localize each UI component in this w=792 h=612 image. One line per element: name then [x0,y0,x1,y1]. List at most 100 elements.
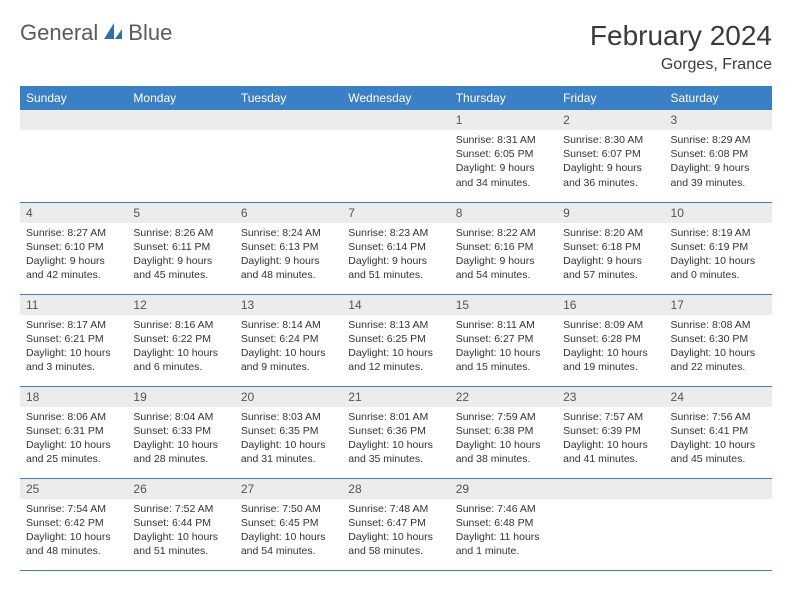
day-number: 24 [665,387,772,407]
day-cell-10: 10Sunrise: 8:19 AMSunset: 6:19 PMDayligh… [665,202,772,294]
day-cell-27: 27Sunrise: 7:50 AMSunset: 6:45 PMDayligh… [235,478,342,570]
calendar-row: 25Sunrise: 7:54 AMSunset: 6:42 PMDayligh… [20,478,772,570]
day-details: Sunrise: 7:54 AMSunset: 6:42 PMDaylight:… [20,499,127,563]
day-number: 1 [450,110,557,130]
brand-part1: General [20,20,98,46]
calendar-row: 11Sunrise: 8:17 AMSunset: 6:21 PMDayligh… [20,294,772,386]
day-number: 8 [450,203,557,223]
day-cell-29: 29Sunrise: 7:46 AMSunset: 6:48 PMDayligh… [450,478,557,570]
day-cell-6: 6Sunrise: 8:24 AMSunset: 6:13 PMDaylight… [235,202,342,294]
day-number: 5 [127,203,234,223]
day-cell-20: 20Sunrise: 8:03 AMSunset: 6:35 PMDayligh… [235,386,342,478]
day-number: 20 [235,387,342,407]
day-number: 16 [557,295,664,315]
day-details: Sunrise: 8:17 AMSunset: 6:21 PMDaylight:… [20,315,127,379]
day-details: Sunrise: 8:24 AMSunset: 6:13 PMDaylight:… [235,223,342,287]
day-number: 14 [342,295,449,315]
day-details: Sunrise: 8:26 AMSunset: 6:11 PMDaylight:… [127,223,234,287]
day-cell-17: 17Sunrise: 8:08 AMSunset: 6:30 PMDayligh… [665,294,772,386]
day-details: Sunrise: 8:03 AMSunset: 6:35 PMDaylight:… [235,407,342,471]
empty-cell [20,110,127,202]
header: General Blue February 2024 Gorges, Franc… [20,20,772,74]
day-details: Sunrise: 7:46 AMSunset: 6:48 PMDaylight:… [450,499,557,563]
empty-cell [127,110,234,202]
brand-part2: Blue [128,20,172,46]
day-details: Sunrise: 8:23 AMSunset: 6:14 PMDaylight:… [342,223,449,287]
day-details: Sunrise: 7:59 AMSunset: 6:38 PMDaylight:… [450,407,557,471]
day-details: Sunrise: 8:27 AMSunset: 6:10 PMDaylight:… [20,223,127,287]
day-details: Sunrise: 7:50 AMSunset: 6:45 PMDaylight:… [235,499,342,563]
day-cell-13: 13Sunrise: 8:14 AMSunset: 6:24 PMDayligh… [235,294,342,386]
calendar-row: 4Sunrise: 8:27 AMSunset: 6:10 PMDaylight… [20,202,772,294]
day-number: 13 [235,295,342,315]
day-number: 26 [127,479,234,499]
day-cell-26: 26Sunrise: 7:52 AMSunset: 6:44 PMDayligh… [127,478,234,570]
calendar-row: 1Sunrise: 8:31 AMSunset: 6:05 PMDaylight… [20,110,772,202]
day-number: 2 [557,110,664,130]
day-cell-28: 28Sunrise: 7:48 AMSunset: 6:47 PMDayligh… [342,478,449,570]
day-details: Sunrise: 8:01 AMSunset: 6:36 PMDaylight:… [342,407,449,471]
day-number: 17 [665,295,772,315]
day-cell-8: 8Sunrise: 8:22 AMSunset: 6:16 PMDaylight… [450,202,557,294]
weekday-sunday: Sunday [20,86,127,110]
day-details: Sunrise: 8:06 AMSunset: 6:31 PMDaylight:… [20,407,127,471]
day-details: Sunrise: 8:08 AMSunset: 6:30 PMDaylight:… [665,315,772,379]
day-number: 29 [450,479,557,499]
day-details: Sunrise: 8:11 AMSunset: 6:27 PMDaylight:… [450,315,557,379]
day-details: Sunrise: 7:56 AMSunset: 6:41 PMDaylight:… [665,407,772,471]
day-cell-11: 11Sunrise: 8:17 AMSunset: 6:21 PMDayligh… [20,294,127,386]
day-cell-12: 12Sunrise: 8:16 AMSunset: 6:22 PMDayligh… [127,294,234,386]
day-number: 6 [235,203,342,223]
day-cell-21: 21Sunrise: 8:01 AMSunset: 6:36 PMDayligh… [342,386,449,478]
day-cell-3: 3Sunrise: 8:29 AMSunset: 6:08 PMDaylight… [665,110,772,202]
calendar-page: General Blue February 2024 Gorges, Franc… [0,0,792,581]
day-cell-7: 7Sunrise: 8:23 AMSunset: 6:14 PMDaylight… [342,202,449,294]
day-cell-24: 24Sunrise: 7:56 AMSunset: 6:41 PMDayligh… [665,386,772,478]
day-cell-16: 16Sunrise: 8:09 AMSunset: 6:28 PMDayligh… [557,294,664,386]
day-details: Sunrise: 8:16 AMSunset: 6:22 PMDaylight:… [127,315,234,379]
day-cell-4: 4Sunrise: 8:27 AMSunset: 6:10 PMDaylight… [20,202,127,294]
day-details: Sunrise: 8:29 AMSunset: 6:08 PMDaylight:… [665,130,772,194]
day-details: Sunrise: 8:22 AMSunset: 6:16 PMDaylight:… [450,223,557,287]
day-number: 15 [450,295,557,315]
day-details: Sunrise: 8:20 AMSunset: 6:18 PMDaylight:… [557,223,664,287]
weekday-monday: Monday [127,86,234,110]
month-title: February 2024 [590,20,772,52]
day-details: Sunrise: 8:13 AMSunset: 6:25 PMDaylight:… [342,315,449,379]
day-cell-15: 15Sunrise: 8:11 AMSunset: 6:27 PMDayligh… [450,294,557,386]
day-cell-18: 18Sunrise: 8:06 AMSunset: 6:31 PMDayligh… [20,386,127,478]
day-number: 21 [342,387,449,407]
brand-logo: General Blue [20,20,172,46]
day-number: 9 [557,203,664,223]
calendar-table: SundayMondayTuesdayWednesdayThursdayFrid… [20,86,772,571]
day-details: Sunrise: 7:52 AMSunset: 6:44 PMDaylight:… [127,499,234,563]
day-number: 4 [20,203,127,223]
day-number: 22 [450,387,557,407]
location: Gorges, France [590,56,772,74]
empty-cell [665,478,772,570]
sail-icon [102,21,124,46]
day-details: Sunrise: 8:09 AMSunset: 6:28 PMDaylight:… [557,315,664,379]
day-cell-25: 25Sunrise: 7:54 AMSunset: 6:42 PMDayligh… [20,478,127,570]
day-number: 27 [235,479,342,499]
weekday-friday: Friday [557,86,664,110]
calendar-body: 1Sunrise: 8:31 AMSunset: 6:05 PMDaylight… [20,110,772,570]
day-number: 7 [342,203,449,223]
day-number: 12 [127,295,234,315]
empty-cell [235,110,342,202]
day-cell-22: 22Sunrise: 7:59 AMSunset: 6:38 PMDayligh… [450,386,557,478]
day-details: Sunrise: 8:30 AMSunset: 6:07 PMDaylight:… [557,130,664,194]
day-details: Sunrise: 8:14 AMSunset: 6:24 PMDaylight:… [235,315,342,379]
empty-cell [342,110,449,202]
day-number: 11 [20,295,127,315]
calendar-head: SundayMondayTuesdayWednesdayThursdayFrid… [20,86,772,110]
weekday-thursday: Thursday [450,86,557,110]
day-cell-2: 2Sunrise: 8:30 AMSunset: 6:07 PMDaylight… [557,110,664,202]
day-details: Sunrise: 8:31 AMSunset: 6:05 PMDaylight:… [450,130,557,194]
calendar-row: 18Sunrise: 8:06 AMSunset: 6:31 PMDayligh… [20,386,772,478]
empty-cell [557,478,664,570]
day-number: 28 [342,479,449,499]
day-number: 19 [127,387,234,407]
weekday-saturday: Saturday [665,86,772,110]
day-cell-23: 23Sunrise: 7:57 AMSunset: 6:39 PMDayligh… [557,386,664,478]
